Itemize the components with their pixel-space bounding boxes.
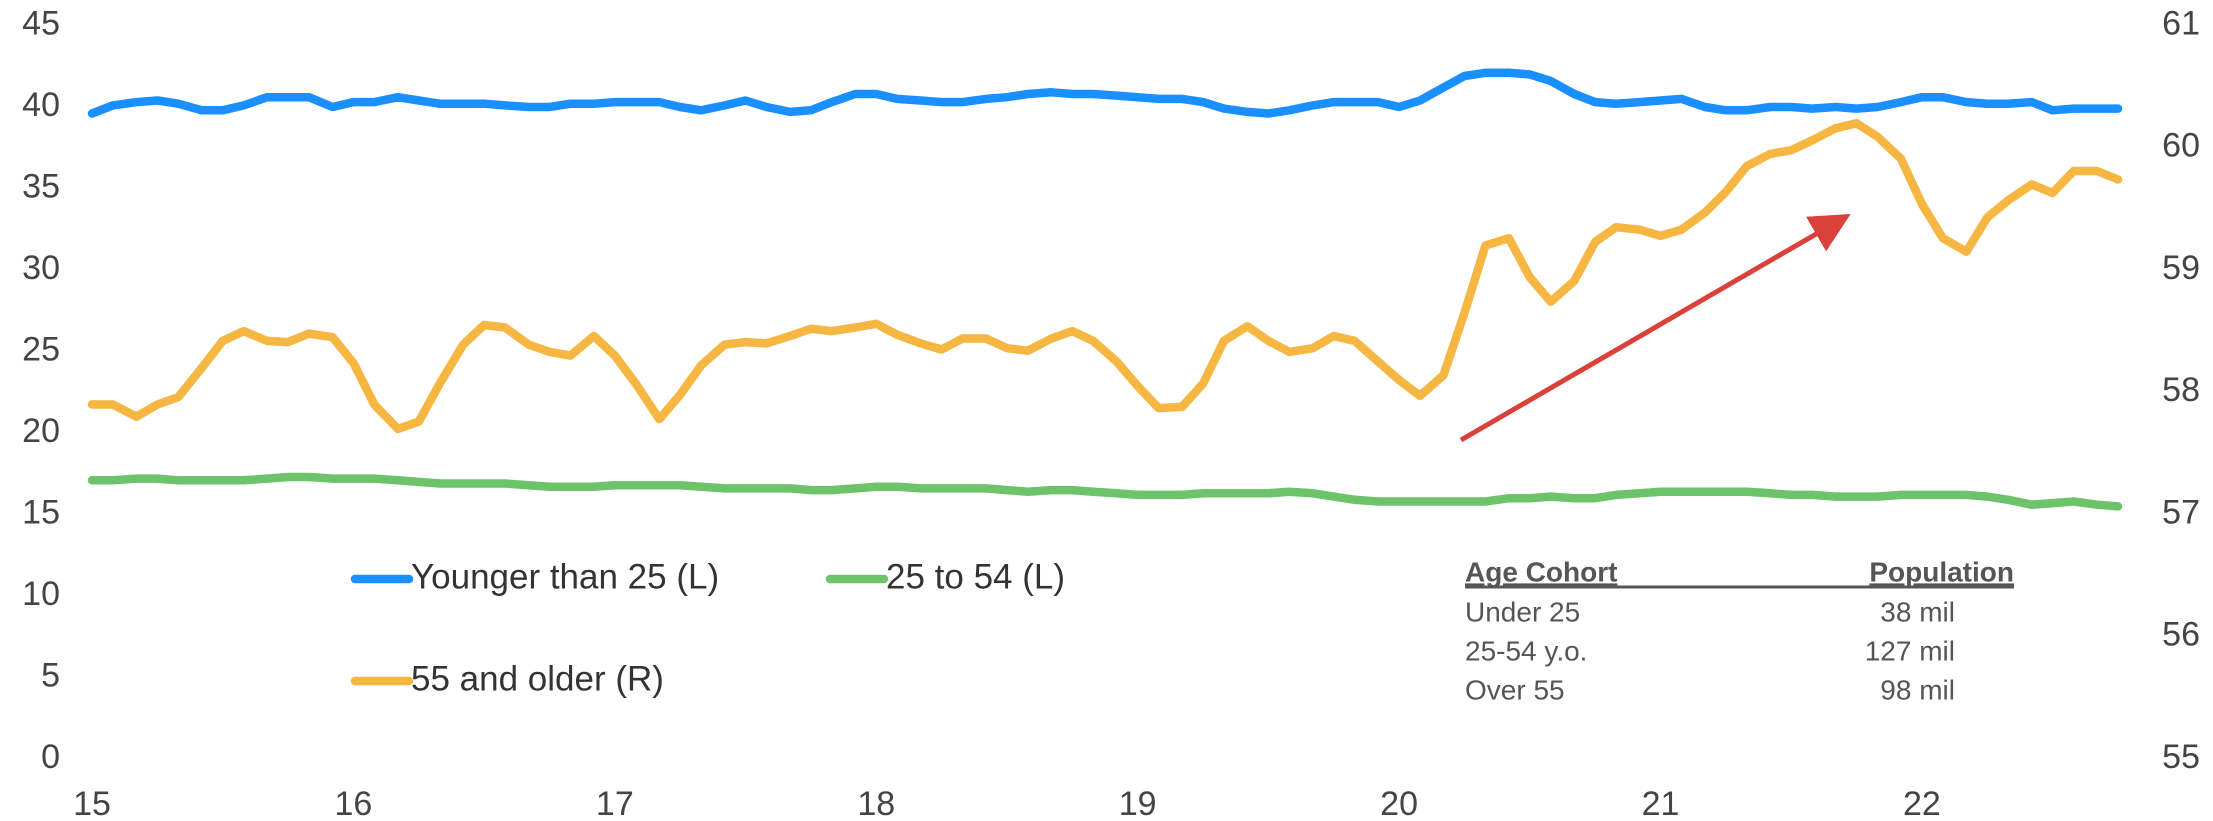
table-cell: Under 25 bbox=[1465, 596, 1580, 627]
legend-label: 25 to 54 (L) bbox=[886, 557, 1065, 596]
trend-arrow bbox=[1459, 213, 1851, 443]
x-tick-label: 19 bbox=[1119, 785, 1157, 821]
y-tick-label: 20 bbox=[22, 412, 60, 450]
y-tick-label: 25 bbox=[22, 330, 60, 368]
x-tick-label: 18 bbox=[857, 785, 895, 821]
y2-tick-label: 57 bbox=[2162, 493, 2200, 531]
y2-tick-label: 55 bbox=[2162, 738, 2200, 776]
x-tick-label: 20 bbox=[1380, 785, 1418, 821]
legend-label: 55 and older (R) bbox=[411, 659, 664, 698]
y-tick-label: 30 bbox=[22, 249, 60, 287]
y-tick-label: 0 bbox=[41, 738, 60, 776]
y-tick-label: 5 bbox=[41, 656, 60, 694]
series-line bbox=[87, 68, 2123, 118]
table-cell: 38 mil bbox=[1880, 596, 1955, 627]
series-line bbox=[87, 119, 2123, 434]
x-tick-label: 17 bbox=[596, 785, 634, 821]
table-cell: Over 55 bbox=[1465, 674, 1565, 705]
y2-tick-label: 58 bbox=[2162, 371, 2200, 409]
legend-label: Younger than 25 (L) bbox=[411, 557, 719, 596]
y2-tick-label: 60 bbox=[2162, 127, 2200, 165]
y-tick-label: 15 bbox=[22, 493, 60, 531]
table-header: Age Cohort bbox=[1465, 556, 1617, 587]
table-header: Population bbox=[1869, 556, 2014, 587]
x-tick-label: 22 bbox=[1903, 785, 1941, 821]
y2-tick-label: 59 bbox=[2162, 249, 2200, 287]
x-tick-label: 21 bbox=[1642, 785, 1680, 821]
x-tick-label: 16 bbox=[335, 785, 373, 821]
y2-tick-label: 56 bbox=[2162, 616, 2200, 654]
y-tick-label: 35 bbox=[22, 167, 60, 205]
y2-tick-label: 61 bbox=[2162, 4, 2200, 42]
y-tick-label: 40 bbox=[22, 86, 60, 124]
y-tick-label: 10 bbox=[22, 575, 60, 613]
table-cell: 98 mil bbox=[1880, 674, 1955, 705]
y-tick-label: 45 bbox=[22, 4, 60, 42]
table-cell: 25-54 y.o. bbox=[1465, 635, 1587, 666]
series-line bbox=[87, 472, 2123, 511]
table-cell: 127 mil bbox=[1865, 635, 1955, 666]
x-tick-label: 15 bbox=[73, 785, 111, 821]
